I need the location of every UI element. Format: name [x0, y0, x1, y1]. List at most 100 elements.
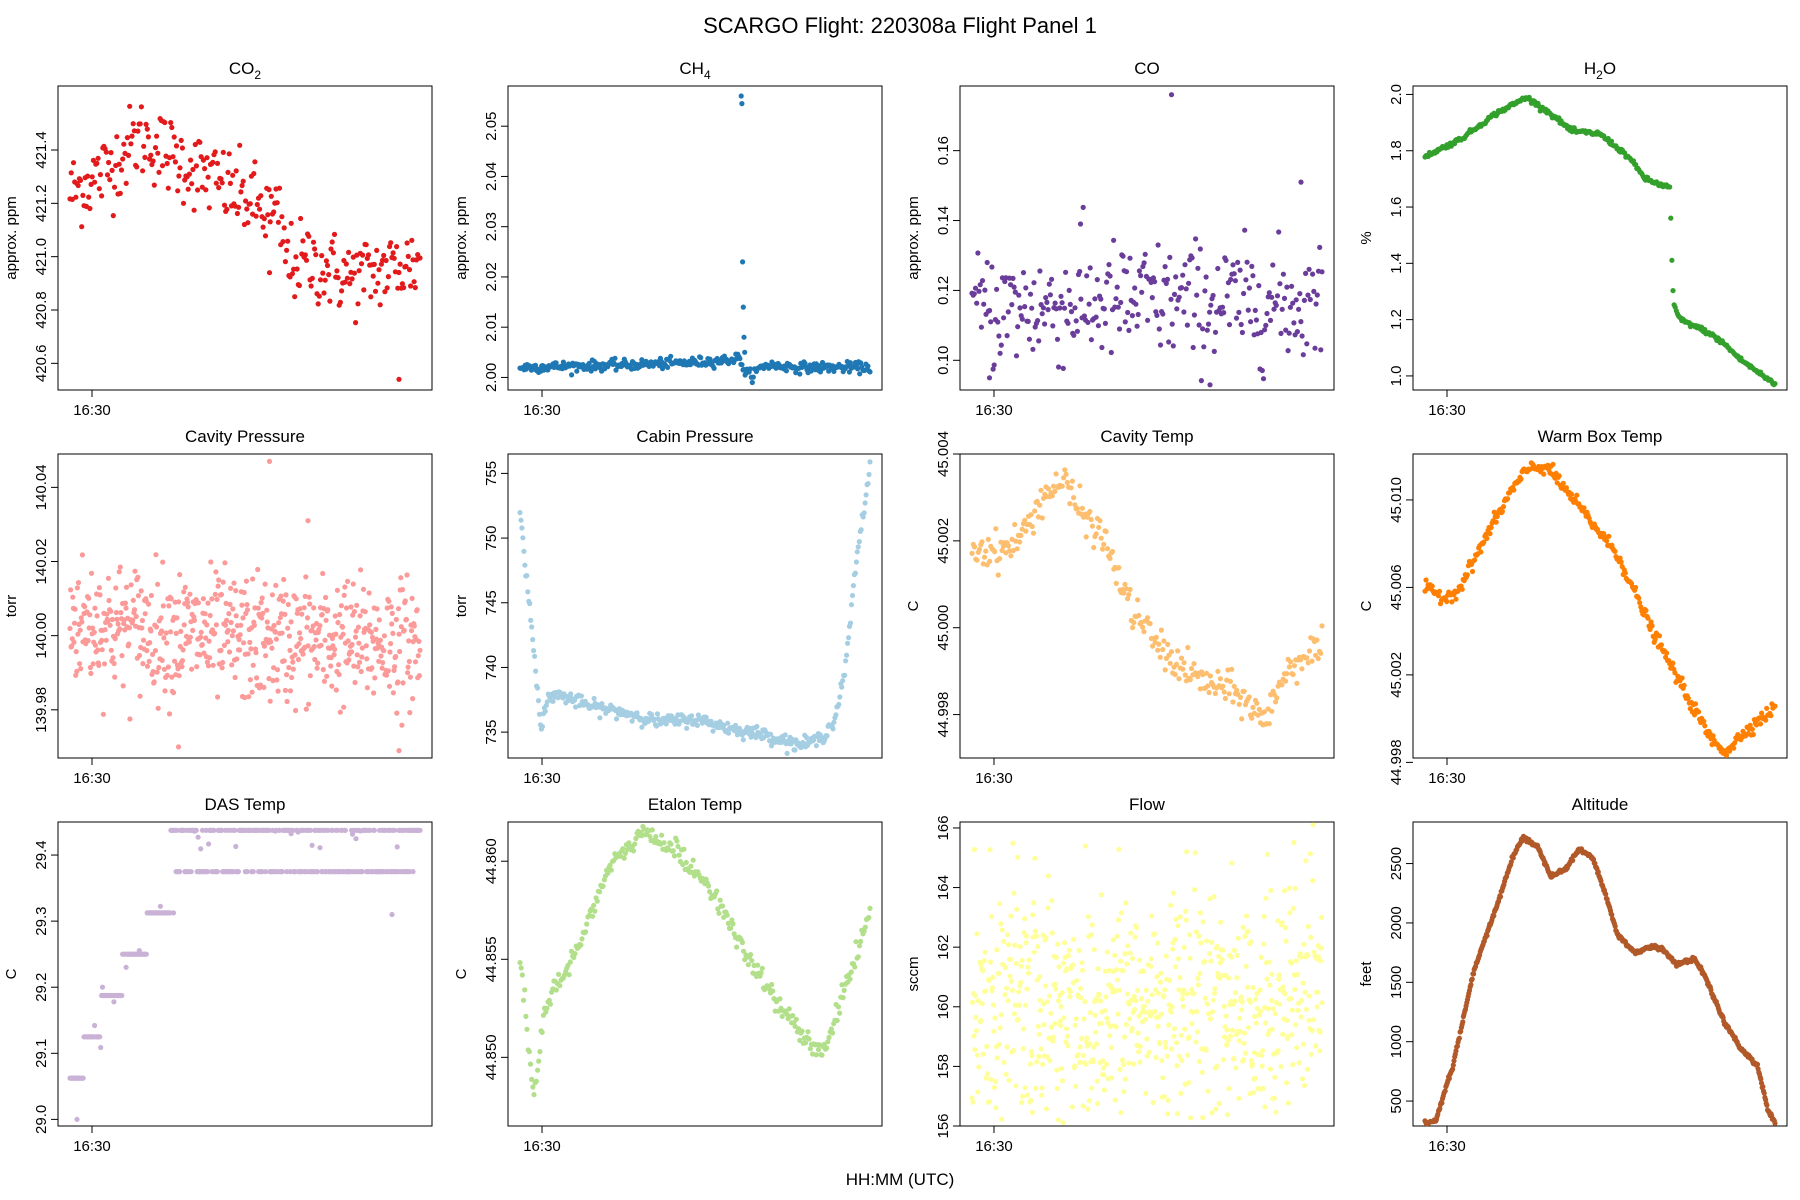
- data-point: [393, 616, 399, 623]
- data-point: [140, 637, 147, 643]
- data-point: [734, 732, 741, 738]
- data-point: [156, 664, 162, 671]
- data-point: [1073, 1083, 1079, 1089]
- data-point: [1113, 580, 1119, 587]
- data-point: [982, 287, 988, 293]
- data-point: [815, 1047, 822, 1053]
- data-point: [1104, 279, 1110, 285]
- data-point: [1261, 941, 1267, 947]
- data-point: [1487, 531, 1493, 537]
- data-point: [176, 173, 182, 179]
- data-point: [994, 286, 1000, 292]
- data-point: [410, 696, 416, 702]
- data-point: [724, 912, 730, 918]
- data-point: [1305, 952, 1311, 959]
- data-point: [986, 375, 993, 381]
- data-point: [1300, 1041, 1307, 1047]
- data-point: [1045, 307, 1051, 313]
- data-point: [1301, 297, 1307, 303]
- data-point: [1081, 313, 1087, 319]
- data-point: [179, 658, 186, 664]
- data-point: [333, 687, 339, 693]
- data-point: [1270, 1006, 1276, 1012]
- y-tick-label: 29.0: [33, 1105, 50, 1134]
- data-point: [216, 577, 222, 583]
- data-point: [158, 615, 164, 621]
- data-point: [566, 972, 572, 978]
- data-point: [320, 570, 326, 577]
- data-point: [1024, 986, 1030, 992]
- data-point: [1182, 672, 1188, 678]
- data-point: [177, 572, 183, 578]
- data-point: [193, 827, 199, 833]
- data-point: [1219, 304, 1226, 310]
- data-point: [1201, 344, 1207, 350]
- data-point: [1306, 648, 1313, 654]
- data-point: [721, 722, 727, 728]
- data-point: [278, 593, 284, 599]
- data-point: [1264, 851, 1271, 858]
- data-point: [1238, 321, 1244, 328]
- data-point: [241, 640, 247, 646]
- data-point: [1152, 1008, 1158, 1015]
- data-point: [1236, 701, 1242, 707]
- data-point: [182, 584, 188, 590]
- data-point: [1239, 329, 1245, 336]
- data-point: [1279, 920, 1285, 926]
- y-tick-label: 0.10: [935, 346, 952, 375]
- data-point: [1312, 345, 1318, 351]
- data-point: [1286, 885, 1292, 891]
- data-point: [135, 574, 141, 580]
- data-point: [1169, 1046, 1175, 1052]
- y-tick-label: 740: [483, 655, 500, 680]
- data-point: [1314, 292, 1320, 298]
- data-point: [1178, 655, 1185, 661]
- data-point: [135, 593, 141, 599]
- data-point: [169, 674, 175, 680]
- data-point: [1163, 280, 1169, 286]
- data-point: [1183, 286, 1189, 292]
- data-point: [784, 750, 790, 757]
- data-point: [144, 663, 151, 669]
- data-point: [1165, 1097, 1171, 1104]
- data-point: [120, 683, 126, 689]
- data-point: [1066, 287, 1072, 293]
- data-point: [195, 834, 201, 840]
- data-point: [792, 747, 798, 753]
- data-point: [1036, 1031, 1042, 1037]
- data-point: [117, 190, 123, 196]
- data-point: [1023, 940, 1029, 946]
- data-point: [1135, 597, 1141, 603]
- data-point: [1263, 895, 1269, 901]
- data-point: [323, 594, 329, 601]
- data-point: [1219, 957, 1225, 963]
- data-point: [1317, 958, 1324, 964]
- data-point: [166, 603, 172, 609]
- data-point: [1185, 1052, 1191, 1058]
- data-point: [1103, 528, 1109, 535]
- data-point: [1274, 293, 1281, 299]
- data-point: [1120, 253, 1126, 259]
- data-point: [387, 649, 393, 655]
- data-point: [1670, 660, 1676, 666]
- data-point: [1022, 1002, 1029, 1008]
- data-point: [210, 662, 216, 668]
- data-point: [181, 589, 187, 595]
- data-point: [590, 913, 596, 919]
- data-point: [332, 646, 338, 653]
- data-point: [671, 853, 678, 859]
- data-point: [1161, 994, 1167, 1000]
- data-point: [70, 160, 77, 166]
- data-point: [1763, 717, 1769, 723]
- data-point: [172, 159, 178, 165]
- data-point: [1013, 1083, 1019, 1089]
- data-point: [1299, 1076, 1306, 1082]
- data-point: [1701, 718, 1707, 724]
- data-point: [844, 652, 850, 658]
- data-point: [858, 938, 864, 945]
- data-point: [1088, 337, 1094, 343]
- data-point: [1007, 956, 1014, 962]
